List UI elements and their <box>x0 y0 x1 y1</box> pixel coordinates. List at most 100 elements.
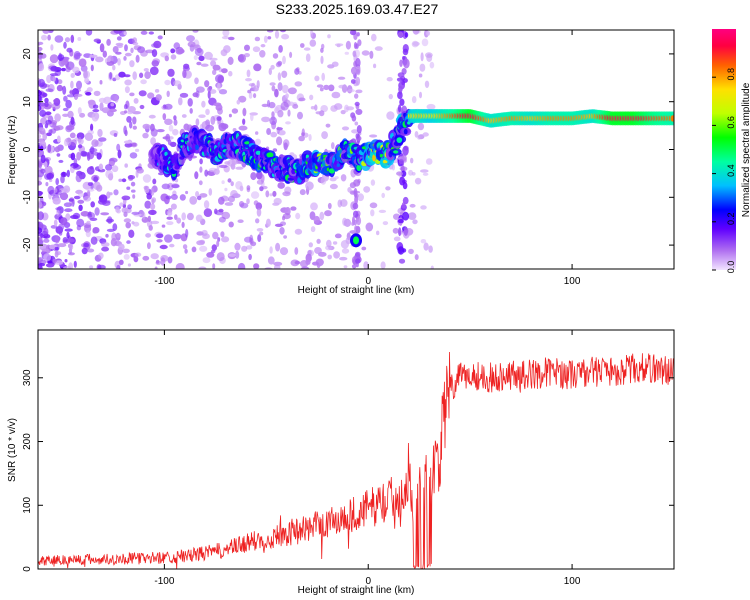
noise-spot <box>277 82 283 92</box>
noise-spot <box>214 209 224 216</box>
noise-spot <box>283 139 290 148</box>
snr-ytick-label: 300 <box>22 369 33 386</box>
ridge-core <box>393 150 399 154</box>
noise-spot <box>63 41 67 49</box>
noise-spot <box>90 236 98 245</box>
noise-spot <box>61 67 66 72</box>
noise-spot <box>386 77 393 82</box>
noise-spot <box>314 75 320 82</box>
noise-spot <box>121 195 131 201</box>
noise-spot <box>355 89 363 94</box>
noise-spot <box>193 55 198 61</box>
noise-spot <box>55 178 59 186</box>
noise-spot <box>378 209 387 213</box>
band-spot <box>402 78 408 83</box>
noise-spot <box>38 95 43 103</box>
noise-spot <box>118 243 125 251</box>
noise-spot <box>118 259 124 265</box>
noise-spot <box>334 233 342 239</box>
noise-spot <box>184 248 188 254</box>
noise-spot <box>244 53 250 58</box>
noise-spot <box>256 208 262 217</box>
noise-spot <box>87 182 93 187</box>
noise-spot <box>332 241 338 245</box>
noise-spot <box>62 113 69 118</box>
noise-spot <box>203 200 210 209</box>
noise-spot <box>124 142 133 148</box>
noise-spot <box>142 255 150 261</box>
noise-spot <box>147 242 151 250</box>
noise-spot <box>228 113 232 118</box>
noise-spot <box>347 89 355 93</box>
noise-spot <box>43 161 48 168</box>
noise-spot <box>250 172 257 181</box>
noise-spot <box>420 52 424 62</box>
noise-spot <box>327 254 333 260</box>
noise-spot <box>321 72 326 81</box>
noise-spot <box>144 200 152 209</box>
noise-spot <box>196 240 205 246</box>
noise-spot <box>282 191 291 197</box>
noise-spot <box>420 205 427 210</box>
noise-spot <box>298 97 306 102</box>
band-spot <box>397 72 405 78</box>
noise-spot <box>58 159 64 163</box>
noise-spot <box>292 103 299 109</box>
colorbar-tick-label: 0.0 <box>726 261 736 274</box>
noise-spot <box>52 197 61 205</box>
noise-spot <box>50 44 54 51</box>
noise-spot <box>173 80 182 87</box>
noise-spot <box>281 84 289 94</box>
noise-spot <box>198 114 206 118</box>
noise-spot <box>39 145 44 152</box>
noise-spot <box>77 107 82 115</box>
noise-spot <box>212 69 217 76</box>
ridge-core <box>403 128 408 135</box>
noise-spot <box>244 44 250 51</box>
noise-spot <box>192 92 199 98</box>
noise-spot <box>218 216 226 223</box>
noise-spot <box>207 90 211 100</box>
noise-spot <box>199 166 203 173</box>
noise-spot <box>267 36 272 40</box>
noise-spot <box>66 47 73 53</box>
noise-spot <box>327 202 332 210</box>
noise-spot <box>232 128 237 132</box>
noise-spot <box>246 69 251 78</box>
noise-spot <box>38 200 43 209</box>
noise-spot <box>234 242 241 251</box>
noise-spot <box>385 186 391 191</box>
noise-spot <box>85 92 92 96</box>
noise-spot <box>269 246 273 254</box>
noise-spot <box>139 104 145 110</box>
noise-spot <box>156 129 165 133</box>
noise-spot <box>202 257 211 264</box>
noise-spot <box>414 131 419 138</box>
band-spot <box>402 182 408 190</box>
band-spot <box>403 58 410 69</box>
band-spot <box>353 219 358 226</box>
noise-spot <box>123 218 132 223</box>
noise-spot <box>148 31 154 35</box>
noise-spot <box>73 51 81 60</box>
noise-spot <box>52 258 57 264</box>
spectrogram-ytick-label: -20 <box>22 237 33 252</box>
noise-spot <box>248 92 253 99</box>
band-spot <box>402 211 410 221</box>
noise-spot <box>204 80 210 88</box>
noise-spot <box>38 227 43 234</box>
noise-spot <box>363 186 371 193</box>
noise-spot <box>241 245 248 252</box>
band-spot <box>396 171 403 176</box>
noise-spot <box>50 120 58 125</box>
noise-spot <box>123 211 128 217</box>
colorbar-ticks: 0.0 0.2 0.4 0.6 0.8 <box>712 68 736 273</box>
noise-spot <box>333 251 340 259</box>
noise-spot <box>271 111 275 118</box>
noise-spot <box>294 68 300 75</box>
noise-spot <box>110 102 115 107</box>
noise-spot <box>144 71 151 79</box>
noise-spot <box>181 212 186 221</box>
noise-spot <box>89 265 94 269</box>
